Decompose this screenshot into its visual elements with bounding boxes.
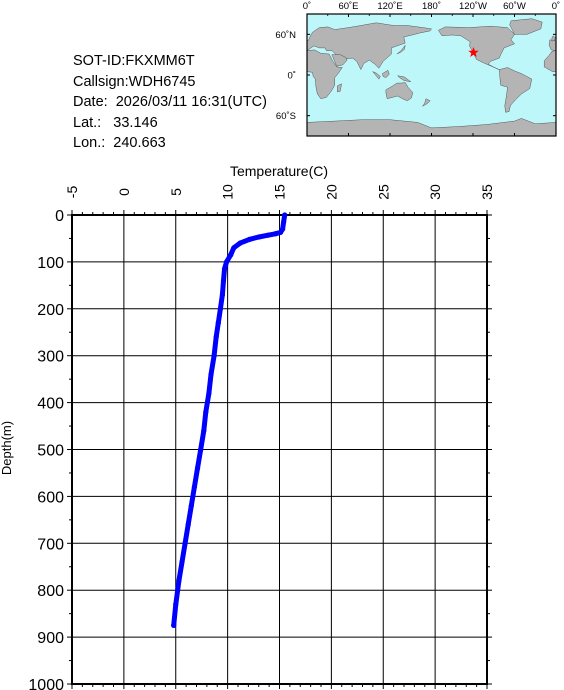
- temperature-profile-point: [217, 306, 223, 312]
- y-tick-label: 300: [37, 349, 64, 366]
- sot-id-text: SOT-ID:FKXMM6T: [73, 53, 195, 69]
- y-tick-label: 0: [55, 208, 64, 225]
- y-tick-label: 500: [37, 443, 64, 460]
- x-tick-label: 15: [272, 184, 288, 200]
- temperature-profile-point: [198, 446, 204, 453]
- land-new-zealand: [422, 98, 431, 107]
- map-lat-label: 0˚: [288, 71, 296, 82]
- temperature-profile-point: [201, 428, 207, 434]
- temperature-profile-point: [215, 320, 221, 326]
- y-tick-label: 1000: [28, 677, 64, 690]
- map-lon-label: 60˚E: [338, 1, 358, 12]
- x-tick-label: -5: [64, 186, 80, 199]
- map-lat-label: 60˚S: [276, 111, 296, 122]
- y-tick-label: 800: [37, 583, 64, 600]
- y-tick-label: 400: [37, 396, 64, 413]
- temperature-profile-point: [171, 622, 177, 628]
- x-tick-label: 10: [220, 184, 236, 200]
- temperature-profile-point: [206, 390, 212, 396]
- map-lon-label: 120˚E: [377, 1, 402, 12]
- map-lat-label: 60˚N: [275, 30, 296, 41]
- land-new-guinea: [396, 75, 411, 83]
- temperature-profile-point: [213, 334, 219, 340]
- temperature-profile-point: [185, 521, 191, 528]
- temperature-profile-point: [211, 353, 217, 359]
- map-lon-label: 0˚: [303, 1, 311, 12]
- y-tick-label: 200: [37, 302, 64, 319]
- land-britain: [551, 35, 556, 42]
- float-position-marker: [468, 47, 479, 57]
- land-africa: [306, 49, 343, 99]
- temperature-profile-point: [182, 540, 188, 546]
- temperature-profile-line: [171, 212, 288, 628]
- land-borneo: [382, 69, 390, 79]
- temperature-profile-point: [194, 465, 201, 471]
- x-tick-label: 5: [168, 188, 184, 196]
- y-tick-label: 600: [37, 489, 64, 506]
- x-tick-label: 35: [479, 184, 495, 200]
- map-lon-label: 60˚W: [503, 1, 526, 12]
- temperature-profile-point: [176, 578, 182, 584]
- x-tick-label: 25: [375, 184, 391, 200]
- temperature-profile-point: [223, 259, 230, 265]
- map-land: [306, 18, 557, 137]
- temperature-profile-point: [220, 278, 227, 284]
- date-text: Date: 2026/03/11 16:31(UTC): [73, 94, 267, 110]
- land-south-america: [499, 67, 533, 113]
- x-tick-label: 30: [427, 184, 443, 200]
- temperature-profile-point: [237, 240, 243, 246]
- temperature-profile-point: [179, 559, 185, 565]
- land-japan: [396, 45, 406, 55]
- land-madagascar: [337, 83, 342, 93]
- x-axis-label: Temperature(C): [230, 163, 328, 179]
- map-lon-label: 180˚: [422, 1, 441, 12]
- temperature-profile-point: [246, 236, 253, 242]
- temperature-profile-point: [221, 266, 228, 272]
- temperature-profile-point: [188, 503, 194, 509]
- longitude-text: Lon.: 240.663: [73, 135, 166, 151]
- land-arabia: [331, 54, 348, 67]
- land-north-america: [438, 25, 515, 70]
- land-africa-west: [543, 50, 557, 72]
- temperature-profile-point: [173, 601, 179, 607]
- x-tick-label: 20: [323, 184, 339, 200]
- temperature-profile-point: [208, 371, 214, 378]
- temperature-profile-point: [228, 252, 234, 258]
- latitude-text: Lat.: 33.146: [73, 114, 158, 131]
- land-greenland: [509, 18, 543, 35]
- temperature-profile-point: [231, 245, 237, 251]
- land-australia: [385, 82, 414, 102]
- temperature-profile-point: [203, 409, 209, 415]
- land-indonesia: [372, 71, 381, 80]
- temperature-profile-point: [277, 229, 284, 235]
- callsign-text: Callsign:WDH6745: [73, 73, 196, 90]
- x-tick-label: 0: [116, 188, 132, 196]
- y-tick-label: 700: [37, 536, 64, 553]
- temperature-profile-point: [265, 232, 271, 238]
- temperature-profile-point: [272, 231, 278, 237]
- y-tick-label: 100: [37, 255, 64, 272]
- map-lon-label: 120˚W: [459, 1, 487, 12]
- map-lon-label: 0˚: [552, 1, 560, 12]
- temperature-profile-point: [191, 484, 198, 490]
- temperature-profile-point: [256, 234, 262, 240]
- temperature-profile-point: [219, 292, 226, 298]
- temperature-profile-point: [282, 212, 288, 218]
- temperature-profile-point: [281, 219, 287, 225]
- float-info-block: SOT-ID:FKXMM6T Callsign:WDH6745 Date: 20…: [73, 51, 267, 154]
- y-axis-label: Depth(m): [0, 421, 14, 475]
- y-tick-label: 900: [37, 630, 64, 647]
